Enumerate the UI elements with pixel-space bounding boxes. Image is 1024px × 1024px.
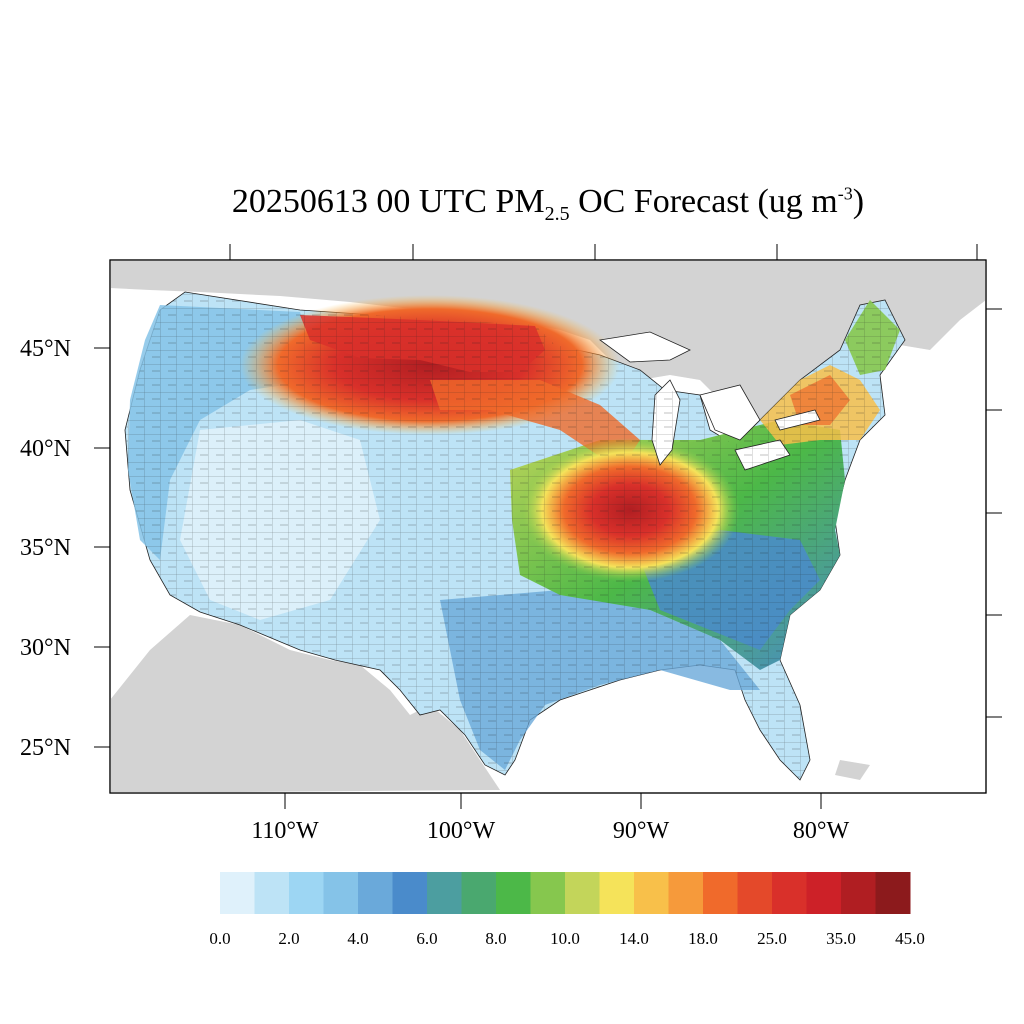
canada-land <box>110 260 986 440</box>
colorbar-tick-label: 4.0 <box>347 929 368 948</box>
colorbar-swatch <box>737 872 773 914</box>
colorbar-swatch <box>427 872 462 914</box>
colorbar-tick-label: 0.0 <box>209 929 230 948</box>
colorbar-swatch <box>875 872 911 914</box>
colorbar-swatch <box>703 872 738 914</box>
colorbar-tick-label: 25.0 <box>757 929 787 948</box>
colorbar-swatch <box>461 872 497 914</box>
colorbar-swatch <box>565 872 600 914</box>
colorbar-tick-label: 10.0 <box>550 929 580 948</box>
lon-label: 90°W <box>613 818 670 844</box>
colorbar-swatch <box>599 872 635 914</box>
colorbar-swatch <box>496 872 531 914</box>
colorbar-tick-label: 18.0 <box>688 929 718 948</box>
bottom-ticks <box>284 793 822 809</box>
colorbar-swatch <box>634 872 669 914</box>
colorbar-tick-label: 6.0 <box>416 929 437 948</box>
colorbar-swatch <box>392 872 428 914</box>
right-ticks <box>986 308 1002 718</box>
lat-label: 40°N <box>20 436 71 462</box>
colorbar-swatch <box>530 872 566 914</box>
colorbar-tick-label: 14.0 <box>619 929 649 948</box>
lon-label: 80°W <box>793 818 850 844</box>
colorbar-swatch <box>323 872 359 914</box>
colorbar-labels: 0.0 2.0 4.0 6.0 8.0 10.0 14.0 18.0 25.0 35.0 45.0 <box>209 929 925 948</box>
colorbar-swatch <box>772 872 807 914</box>
colorbar-swatch <box>254 872 290 914</box>
left-ticks <box>94 347 110 748</box>
colorbar-swatch <box>220 872 255 914</box>
colorbar-tick-label: 45.0 <box>895 929 925 948</box>
map-area <box>110 260 986 793</box>
colorbar-swatch <box>668 872 704 914</box>
lat-label: 35°N <box>20 535 71 561</box>
lat-label: 30°N <box>20 635 71 661</box>
colorbar <box>220 872 911 914</box>
colorbar-tick-label: 2.0 <box>278 929 299 948</box>
colorbar-swatch <box>289 872 324 914</box>
lat-label: 25°N <box>20 735 71 761</box>
colorbar-swatch <box>358 872 393 914</box>
colorbar-tick-label: 35.0 <box>826 929 856 948</box>
colorbar-swatch <box>806 872 842 914</box>
top-ticks <box>229 244 978 260</box>
mexico-land <box>110 615 500 793</box>
colorbar-swatch <box>841 872 876 914</box>
lon-label: 110°W <box>251 818 319 844</box>
colorbar-tick-label: 8.0 <box>485 929 506 948</box>
lon-label: 100°W <box>427 818 496 844</box>
lat-label: 45°N <box>20 336 71 362</box>
chart-title: 20250613 00 UTC PM2.5 OC Forecast (ug m-… <box>231 183 865 225</box>
